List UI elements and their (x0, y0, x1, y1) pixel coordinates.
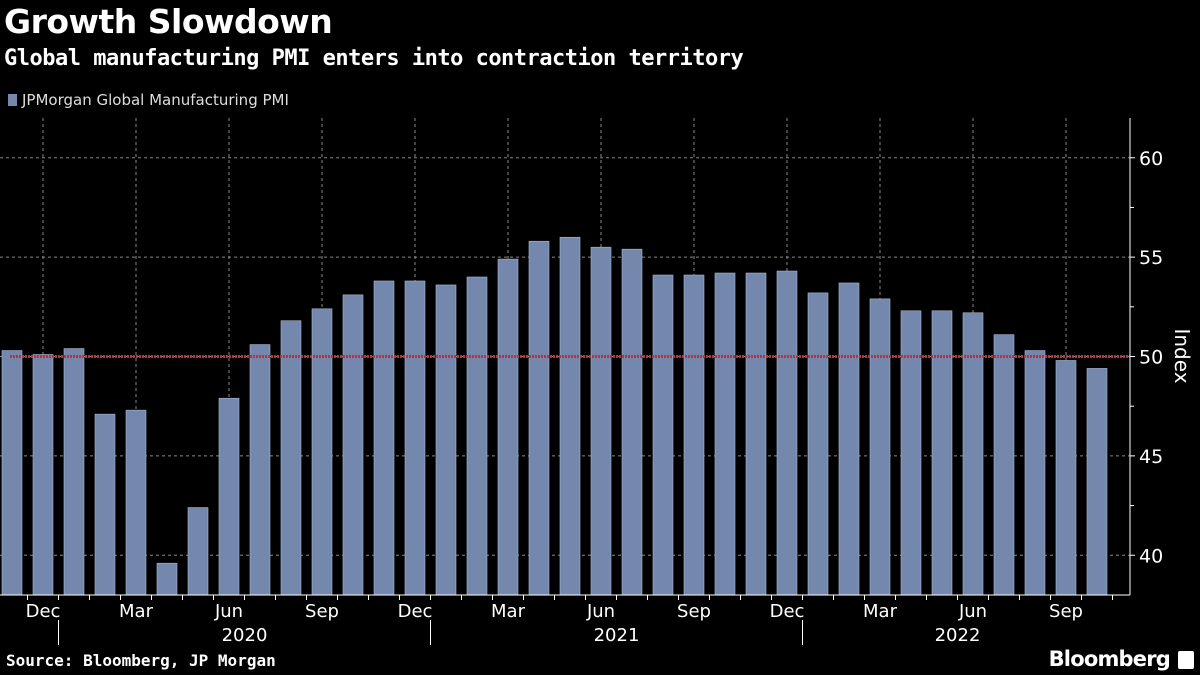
bar (94, 413, 116, 596)
bar (1086, 368, 1108, 596)
bar (528, 240, 550, 596)
bar (187, 507, 209, 596)
bloomberg-logo: Bloomberg (1048, 647, 1171, 671)
x-month-label: Dec (398, 601, 433, 622)
legend-label: JPMorgan Global Manufacturing PMI (22, 91, 289, 109)
bar (993, 334, 1015, 596)
bar (342, 294, 364, 596)
bar (683, 274, 705, 596)
bar (63, 348, 85, 596)
bar (652, 274, 674, 596)
bar (32, 354, 54, 596)
bar (1, 350, 23, 596)
bar (435, 284, 457, 596)
bar (404, 280, 426, 596)
y-tick-label: 55 (1139, 247, 1163, 269)
bar (156, 562, 178, 596)
bar (466, 276, 488, 596)
bar (218, 397, 240, 596)
y-axis-label: Index (1170, 328, 1194, 383)
bar (838, 282, 860, 596)
bar (1055, 360, 1077, 596)
bar (900, 310, 922, 596)
x-month-label: Jun (586, 601, 615, 622)
bar (807, 292, 829, 596)
y-tick-label: 50 (1139, 347, 1163, 369)
bar (869, 298, 891, 596)
x-month-label: Sep (305, 601, 339, 622)
chart-subtitle: Global manufacturing PMI enters into con… (4, 46, 744, 71)
bar (373, 280, 395, 596)
bar (590, 246, 612, 596)
bar (249, 344, 271, 596)
bloomberg-chart-icon (1178, 651, 1194, 669)
bar (1024, 350, 1046, 596)
y-tick-label: 60 (1139, 148, 1163, 170)
source-note: Source: Bloomberg, JP Morgan (6, 651, 276, 670)
bar (125, 409, 147, 596)
bar (745, 272, 767, 596)
y-tick-label: 45 (1139, 446, 1163, 468)
x-month-label: Mar (491, 601, 526, 622)
x-month-label: Sep (677, 601, 711, 622)
legend-swatch (8, 94, 17, 106)
x-month-label: Jun (958, 601, 987, 622)
x-year-label: 2021 (594, 625, 640, 646)
bar (714, 272, 736, 596)
bar (497, 258, 519, 596)
chart-title: Growth Slowdown (4, 2, 333, 41)
x-month-label: Jun (214, 601, 243, 622)
bar (931, 310, 953, 596)
bar (559, 236, 581, 596)
x-month-label: Mar (863, 601, 898, 622)
x-month-label: Dec (770, 601, 805, 622)
y-tick-label: 40 (1139, 545, 1163, 567)
x-month-label: Mar (119, 601, 154, 622)
bar (311, 308, 333, 596)
x-month-label: Dec (26, 601, 61, 622)
x-year-label: 2020 (222, 625, 268, 646)
x-year-label: 2022 (935, 625, 981, 646)
bar (280, 320, 302, 596)
legend: JPMorgan Global Manufacturing PMI (8, 91, 289, 109)
bar (776, 270, 798, 596)
bar (621, 248, 643, 596)
x-month-label: Sep (1049, 601, 1083, 622)
